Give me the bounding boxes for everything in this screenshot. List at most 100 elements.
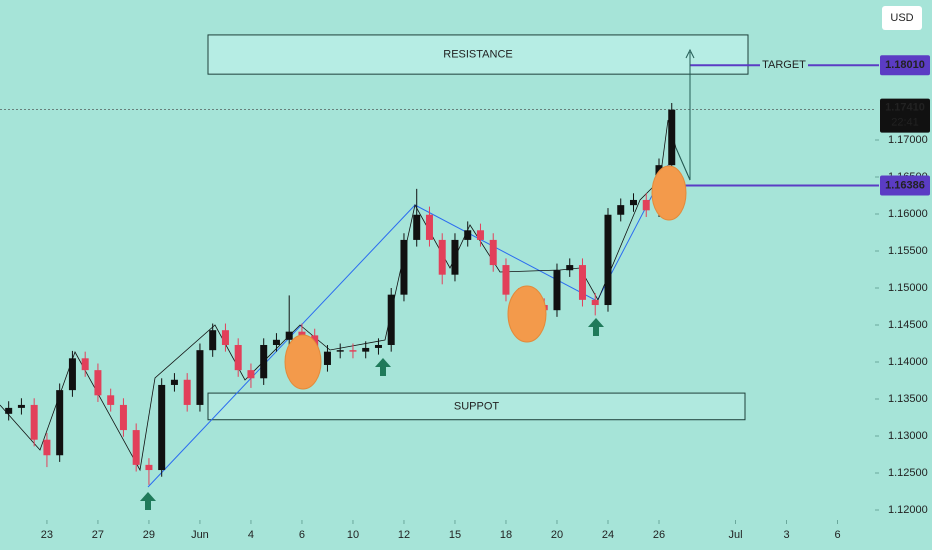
candle-body: [30, 404, 38, 440]
up-arrow: [375, 358, 391, 376]
candle-body: [158, 384, 166, 471]
highlight-circle: [284, 334, 322, 390]
candle-body: [464, 230, 472, 240]
candle-body: [183, 379, 191, 405]
candle-body: [553, 270, 561, 311]
y-tick-label: 1.15500: [888, 245, 928, 257]
candle-body: [323, 351, 331, 365]
candle-body: [247, 370, 255, 379]
y-tick-label: 1.15000: [888, 282, 928, 294]
candle-body: [349, 350, 357, 352]
support-zone: [207, 392, 746, 421]
candle-body: [145, 464, 153, 471]
candle-body: [591, 299, 599, 306]
x-tick-label: 10: [347, 529, 359, 541]
x-tick-label: 29: [143, 529, 155, 541]
candle-body: [502, 265, 510, 295]
x-tick-label: 3: [783, 529, 789, 541]
candle-body: [132, 430, 140, 465]
x-tick-label: 12: [398, 529, 410, 541]
candle-body: [578, 265, 586, 300]
candle-body: [196, 350, 204, 405]
candle-body: [221, 330, 229, 345]
x-tick-label: 26: [653, 529, 665, 541]
target-label: TARGET: [762, 59, 806, 71]
candle-body: [170, 379, 178, 385]
highlights: [140, 48, 695, 510]
candle-body: [387, 294, 395, 345]
last-price-time: 22:41: [891, 117, 919, 129]
x-tick-label: 6: [299, 529, 305, 541]
candle-body: [272, 339, 280, 345]
x-tick-label: 6: [834, 529, 840, 541]
arrow-head: [685, 48, 695, 59]
candle-body: [43, 439, 51, 456]
level-price-box: [880, 175, 930, 196]
candle-body: [476, 230, 484, 240]
candle-body: [94, 370, 102, 396]
y-tick-label: 1.14500: [888, 319, 928, 331]
candle-body: [629, 199, 637, 206]
x-tick-label: 18: [500, 529, 512, 541]
projection-arrow: [675, 52, 691, 181]
candle-body: [336, 350, 344, 352]
candle-body: [68, 358, 76, 391]
candle-body: [425, 214, 433, 240]
x-tick-label: 15: [449, 529, 461, 541]
candle-body: [413, 214, 421, 240]
candle-body: [5, 407, 13, 414]
candle-body: [285, 331, 293, 340]
candle-body: [566, 265, 574, 271]
target-price-box: [880, 55, 930, 76]
y-tick-label: 1.14000: [888, 356, 928, 368]
candle-body: [489, 239, 497, 266]
support-label: SUPPOT: [454, 400, 500, 412]
x-tick-label: 20: [551, 529, 563, 541]
y-tick-label: 1.13000: [888, 430, 928, 442]
x-tick-label: 23: [41, 529, 53, 541]
candle-body: [642, 199, 650, 211]
candle-body: [668, 109, 676, 166]
candle-body: [374, 344, 382, 348]
up-arrow: [140, 492, 156, 510]
candle-body: [81, 358, 89, 371]
target-price-label: 1.18010: [885, 59, 925, 71]
last-price-label: 1.17410: [885, 102, 925, 114]
level-price-label: 1.16386: [885, 179, 925, 191]
candle-body: [17, 404, 25, 408]
x-tick-label: 4: [248, 529, 254, 541]
candle-body: [260, 344, 268, 379]
y-tick-label: 1.13500: [888, 393, 928, 405]
x-tick-label: 24: [602, 529, 614, 541]
candle-body: [438, 239, 446, 275]
resistance-label: RESISTANCE: [443, 48, 512, 60]
trend-line: [147, 164, 669, 488]
y-tick-label: 1.16000: [888, 208, 928, 220]
candle-body: [107, 395, 115, 405]
y-tick-label: 1.17000: [888, 134, 928, 146]
x-tick-label: Jun: [191, 529, 209, 541]
resistance-zone: [207, 34, 749, 75]
up-arrow: [588, 318, 604, 336]
candle-body: [209, 330, 217, 351]
candle-body: [451, 239, 459, 275]
candle-body: [400, 239, 408, 295]
highlight-circle: [507, 285, 547, 343]
candle-body: [298, 331, 306, 336]
candle-body: [56, 390, 64, 456]
price-axis: USD 1.12000 1.12500 1.13000 1.13500 1.14000 1…: [41, 6, 930, 541]
y-tick-label: 1.12000: [888, 504, 928, 516]
candle-body: [604, 214, 612, 306]
annotation-layer: RESISTANCE SUPPOT TARGET: [0, 34, 879, 421]
last-price-box: [880, 98, 930, 133]
y-tick-label: 1.12500: [888, 467, 928, 479]
highlight-circle: [651, 165, 687, 221]
currency-label: USD: [890, 12, 913, 24]
candle-body: [617, 205, 625, 215]
candle-body: [234, 344, 242, 371]
candle-body: [362, 347, 370, 352]
x-tick-label: Jul: [728, 529, 742, 541]
